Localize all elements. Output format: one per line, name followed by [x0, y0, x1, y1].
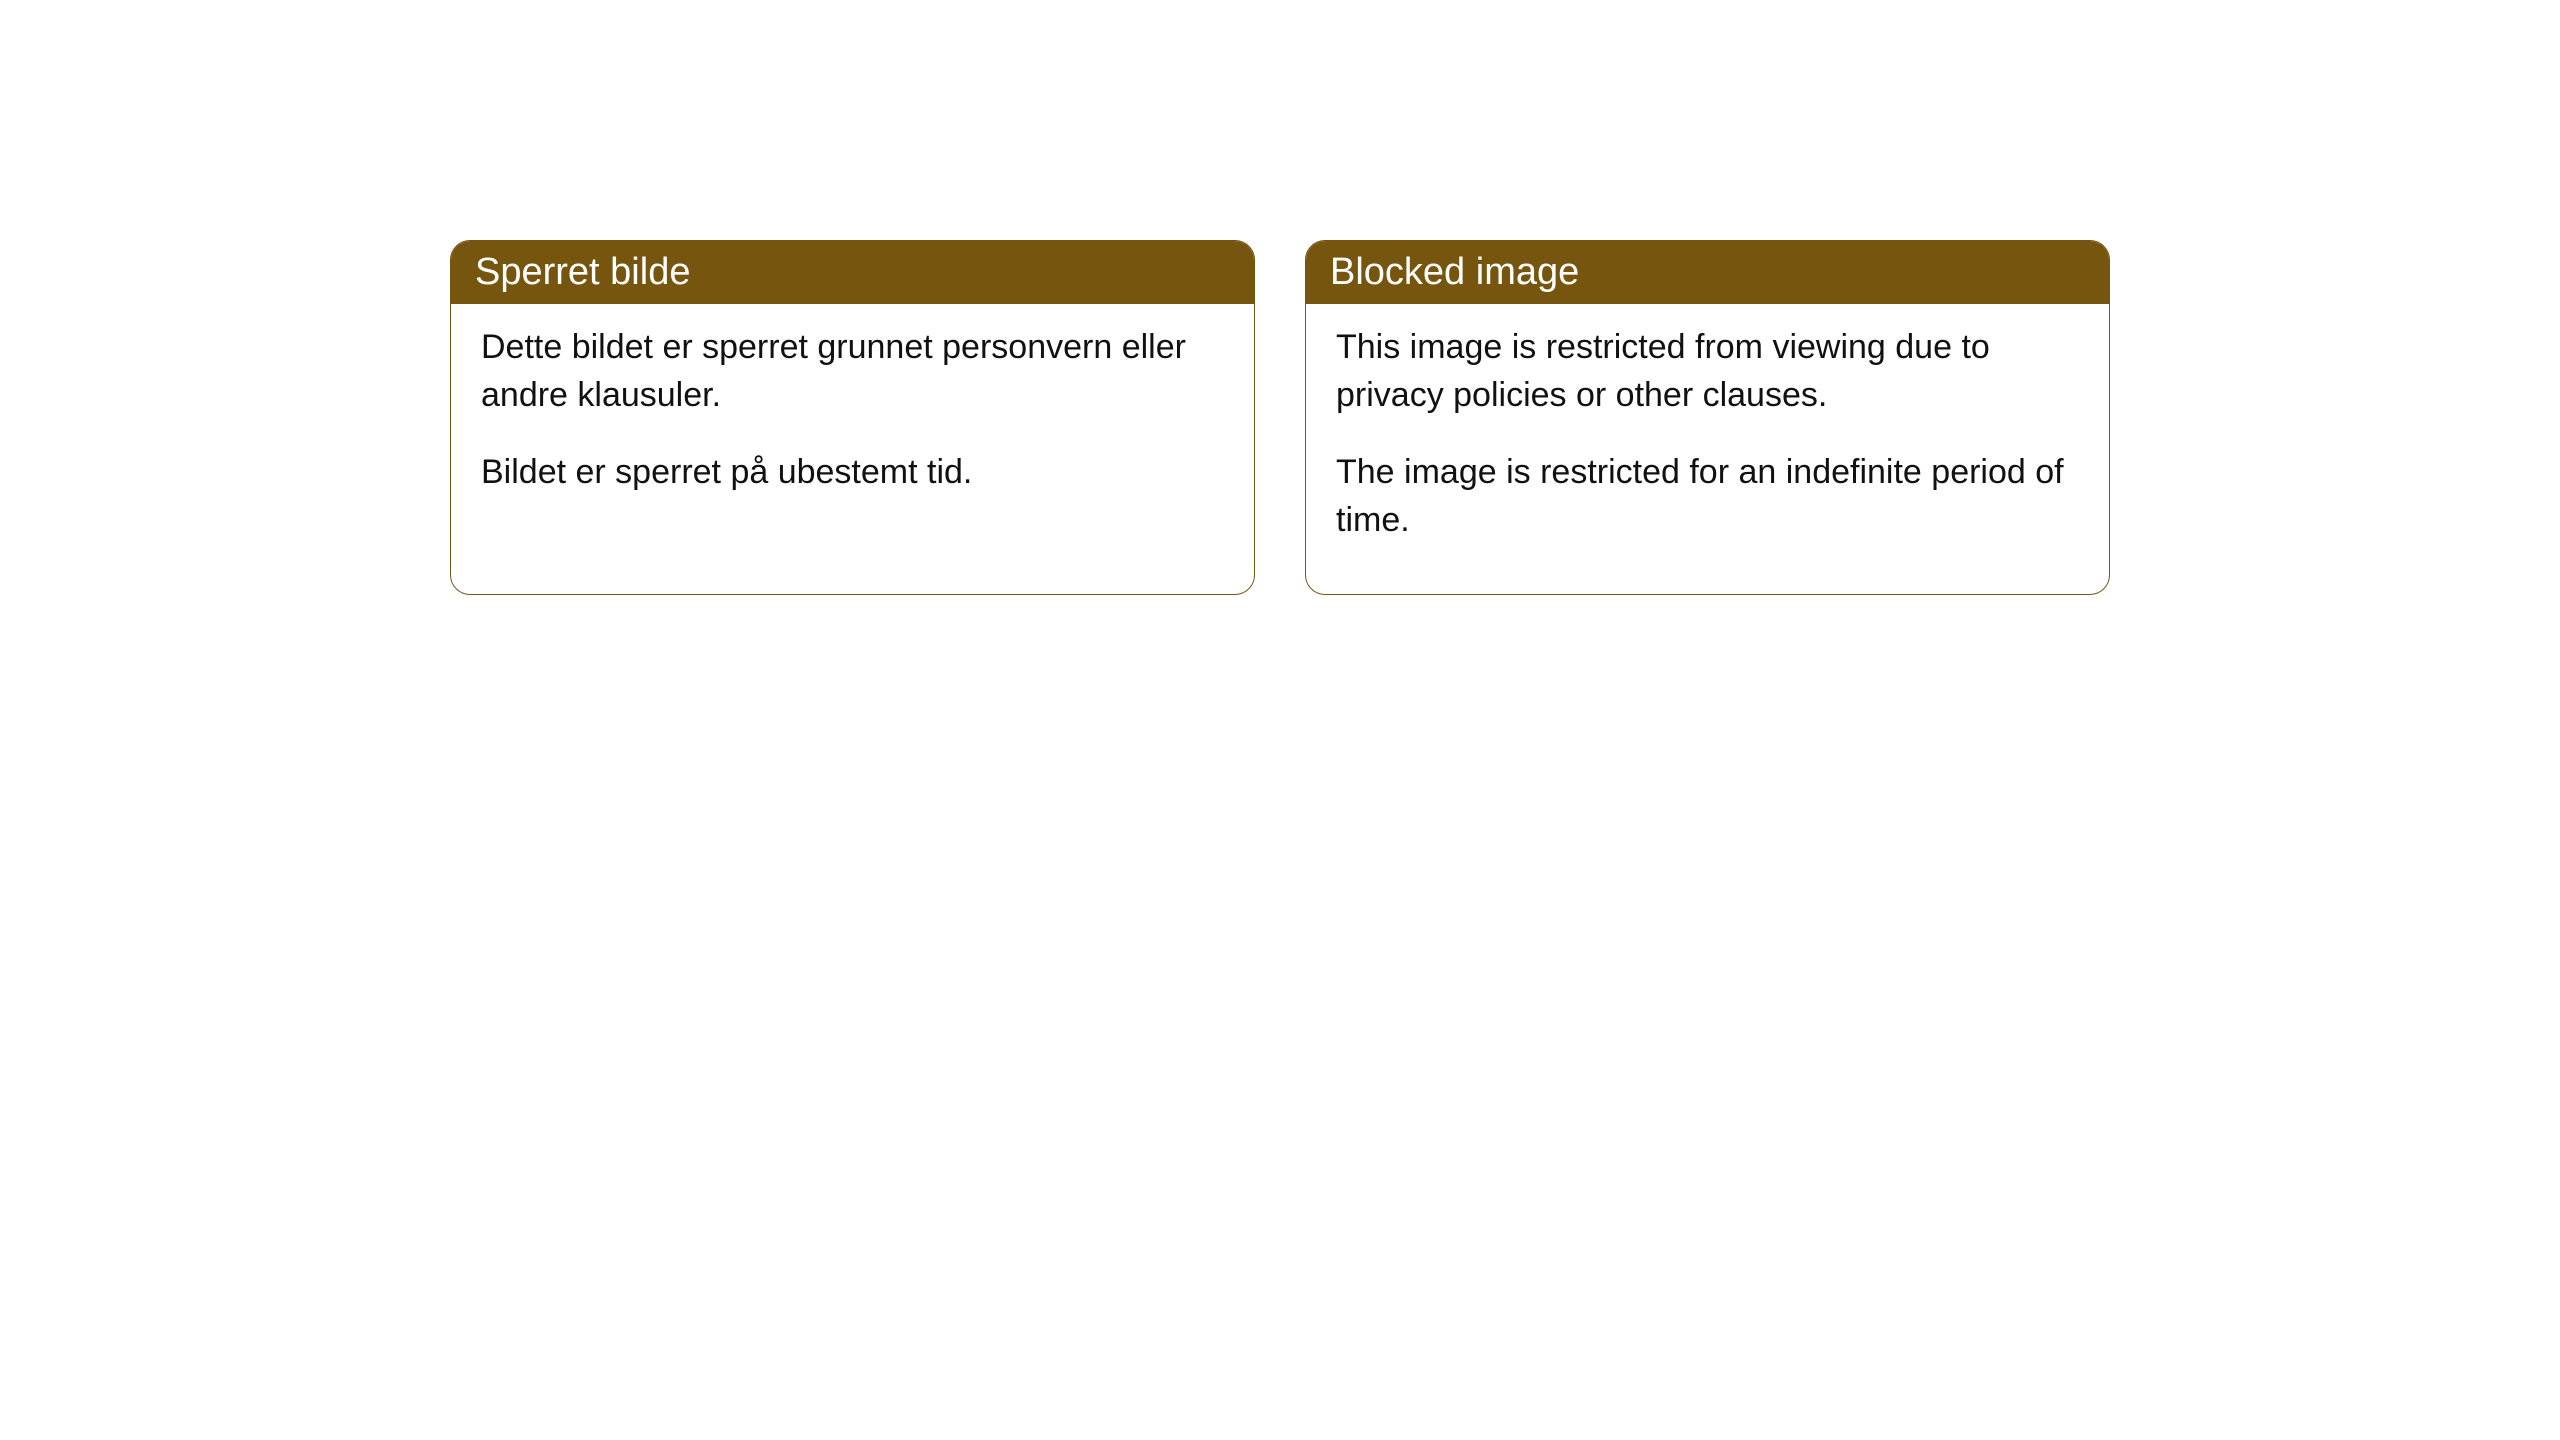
- card-paragraph: The image is restricted for an indefinit…: [1336, 449, 2079, 544]
- card-paragraph: Bildet er sperret på ubestemt tid.: [481, 449, 1224, 497]
- card-title: Sperret bilde: [475, 251, 690, 293]
- notice-card-norwegian: Sperret bilde Dette bildet er sperret gr…: [450, 240, 1255, 595]
- notice-cards-container: Sperret bilde Dette bildet er sperret gr…: [450, 240, 2560, 595]
- card-paragraph: This image is restricted from viewing du…: [1336, 324, 2079, 419]
- card-paragraph: Dette bildet er sperret grunnet personve…: [481, 324, 1224, 419]
- card-title: Blocked image: [1330, 251, 1579, 293]
- notice-card-english: Blocked image This image is restricted f…: [1305, 240, 2110, 595]
- card-header-norwegian: Sperret bilde: [451, 241, 1254, 304]
- card-header-english: Blocked image: [1306, 241, 2109, 304]
- card-body-norwegian: Dette bildet er sperret grunnet personve…: [451, 304, 1254, 547]
- card-body-english: This image is restricted from viewing du…: [1306, 304, 2109, 594]
